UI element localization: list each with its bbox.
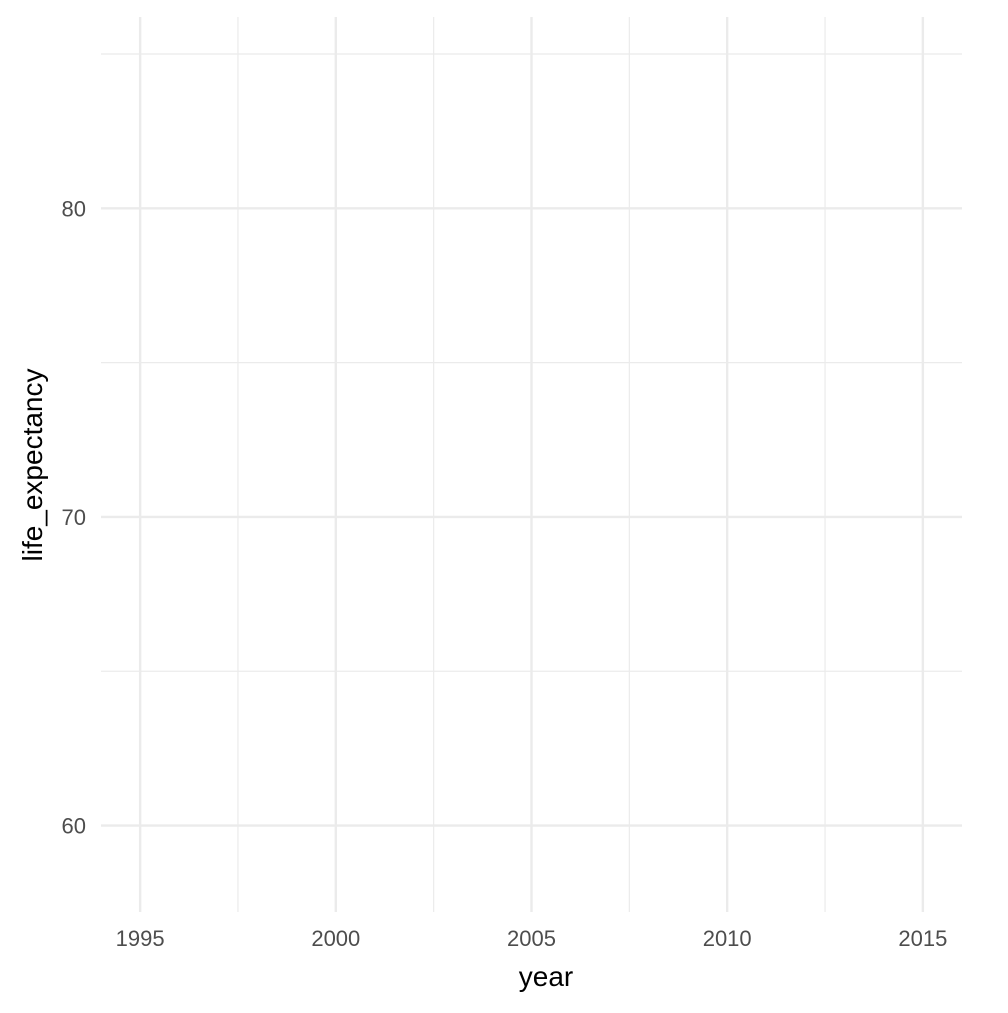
y-tick-label: 70 [62,505,86,530]
tick-layer: 1995 2000 2005 2010 2015 60 70 80 [62,196,948,951]
x-tick-label: 2010 [703,926,752,951]
x-tick-label: 1995 [116,926,165,951]
x-tick-label: 2015 [898,926,947,951]
y-tick-label: 80 [62,196,86,221]
x-tick-label: 2005 [507,926,556,951]
grid-layer [101,17,962,912]
x-tick-label: 2000 [311,926,360,951]
y-tick-label: 60 [62,814,86,839]
x-axis-title: year [519,961,573,992]
y-axis-title: life_expectancy [17,368,48,561]
